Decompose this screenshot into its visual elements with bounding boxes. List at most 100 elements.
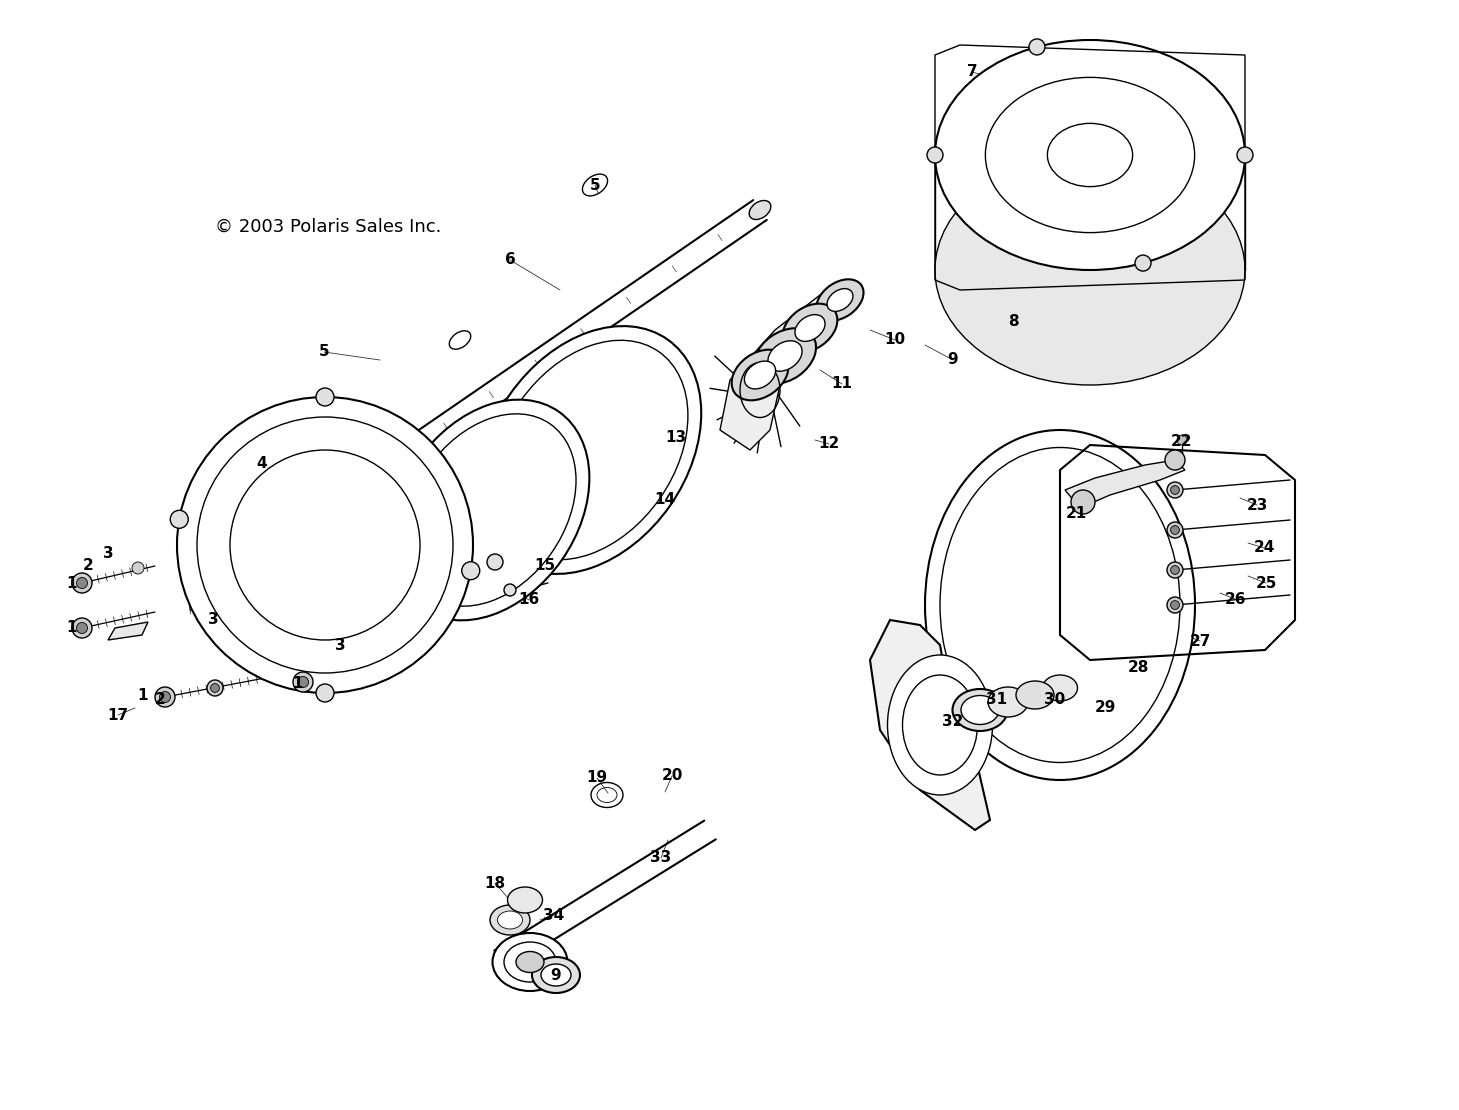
Ellipse shape	[503, 942, 556, 982]
Ellipse shape	[748, 201, 770, 220]
Text: 25: 25	[1255, 575, 1277, 591]
Text: 23: 23	[1246, 497, 1268, 513]
Text: 22: 22	[1172, 434, 1193, 448]
Circle shape	[1170, 485, 1179, 494]
Ellipse shape	[795, 314, 824, 342]
Ellipse shape	[391, 400, 589, 620]
Circle shape	[1164, 450, 1185, 470]
Text: 9: 9	[948, 353, 959, 367]
Circle shape	[503, 584, 516, 596]
Text: 34: 34	[543, 908, 565, 922]
Ellipse shape	[498, 911, 522, 929]
Circle shape	[317, 684, 334, 702]
Text: 14: 14	[655, 493, 676, 507]
Circle shape	[210, 684, 219, 693]
Ellipse shape	[935, 40, 1245, 270]
Text: 24: 24	[1253, 541, 1275, 555]
Polygon shape	[870, 620, 991, 830]
Ellipse shape	[767, 341, 802, 371]
Polygon shape	[108, 622, 147, 640]
Circle shape	[1170, 566, 1179, 574]
Circle shape	[461, 562, 480, 579]
Ellipse shape	[827, 289, 854, 312]
Circle shape	[1170, 526, 1179, 534]
Ellipse shape	[493, 934, 568, 991]
Text: 19: 19	[587, 770, 607, 786]
Ellipse shape	[1048, 123, 1132, 186]
Ellipse shape	[744, 361, 776, 388]
Circle shape	[1167, 522, 1183, 538]
Text: 4: 4	[257, 456, 267, 472]
Text: 32: 32	[943, 715, 964, 729]
Text: 2: 2	[155, 692, 165, 706]
Ellipse shape	[731, 350, 788, 401]
Ellipse shape	[404, 414, 576, 606]
Circle shape	[298, 676, 308, 687]
Text: 9: 9	[550, 968, 562, 982]
Text: 29: 29	[1094, 699, 1116, 715]
Ellipse shape	[935, 155, 1245, 385]
Text: 3: 3	[334, 638, 346, 654]
Ellipse shape	[985, 78, 1195, 233]
Circle shape	[1237, 147, 1253, 163]
Text: 1: 1	[67, 620, 77, 636]
Circle shape	[131, 562, 144, 574]
Circle shape	[1029, 39, 1045, 54]
Ellipse shape	[533, 957, 581, 993]
Text: 5: 5	[589, 178, 600, 192]
Ellipse shape	[492, 341, 687, 559]
Circle shape	[71, 618, 92, 638]
Circle shape	[487, 554, 503, 571]
Ellipse shape	[817, 280, 864, 321]
Circle shape	[317, 388, 334, 406]
Text: 16: 16	[518, 593, 540, 607]
Text: 2: 2	[83, 558, 93, 574]
Text: 1: 1	[293, 676, 303, 690]
Text: 7: 7	[967, 64, 978, 80]
Ellipse shape	[197, 417, 452, 673]
Polygon shape	[266, 581, 390, 670]
Ellipse shape	[961, 696, 999, 725]
Text: 17: 17	[108, 707, 128, 723]
Ellipse shape	[516, 951, 544, 972]
Circle shape	[1071, 490, 1096, 514]
Ellipse shape	[754, 329, 816, 384]
Text: 1: 1	[137, 687, 149, 703]
Ellipse shape	[231, 450, 420, 640]
Circle shape	[1177, 435, 1188, 445]
Ellipse shape	[988, 687, 1029, 717]
Text: 28: 28	[1128, 660, 1148, 676]
Text: 1: 1	[67, 575, 77, 591]
Text: 13: 13	[665, 430, 687, 444]
Circle shape	[1170, 601, 1179, 609]
Ellipse shape	[925, 430, 1195, 780]
Text: 5: 5	[318, 344, 330, 360]
Text: 10: 10	[884, 333, 906, 347]
Circle shape	[926, 147, 943, 163]
Ellipse shape	[782, 304, 837, 352]
Polygon shape	[1065, 460, 1185, 508]
Circle shape	[159, 692, 171, 703]
Circle shape	[171, 511, 188, 528]
Circle shape	[155, 687, 175, 707]
Text: 15: 15	[534, 557, 556, 573]
Polygon shape	[719, 295, 840, 450]
Ellipse shape	[903, 675, 978, 775]
Circle shape	[76, 623, 88, 634]
Ellipse shape	[1015, 682, 1053, 709]
Text: 20: 20	[661, 768, 683, 784]
Circle shape	[76, 577, 88, 588]
Circle shape	[71, 573, 92, 593]
Ellipse shape	[508, 887, 543, 914]
Text: 21: 21	[1065, 505, 1087, 521]
Circle shape	[207, 680, 223, 696]
Circle shape	[293, 672, 314, 692]
Ellipse shape	[177, 397, 473, 693]
Text: 3: 3	[207, 612, 219, 626]
Text: 6: 6	[505, 252, 515, 268]
Circle shape	[1167, 562, 1183, 578]
Text: 27: 27	[1189, 634, 1211, 648]
Text: 8: 8	[1008, 314, 1018, 330]
Ellipse shape	[887, 655, 992, 795]
Ellipse shape	[1043, 675, 1078, 702]
